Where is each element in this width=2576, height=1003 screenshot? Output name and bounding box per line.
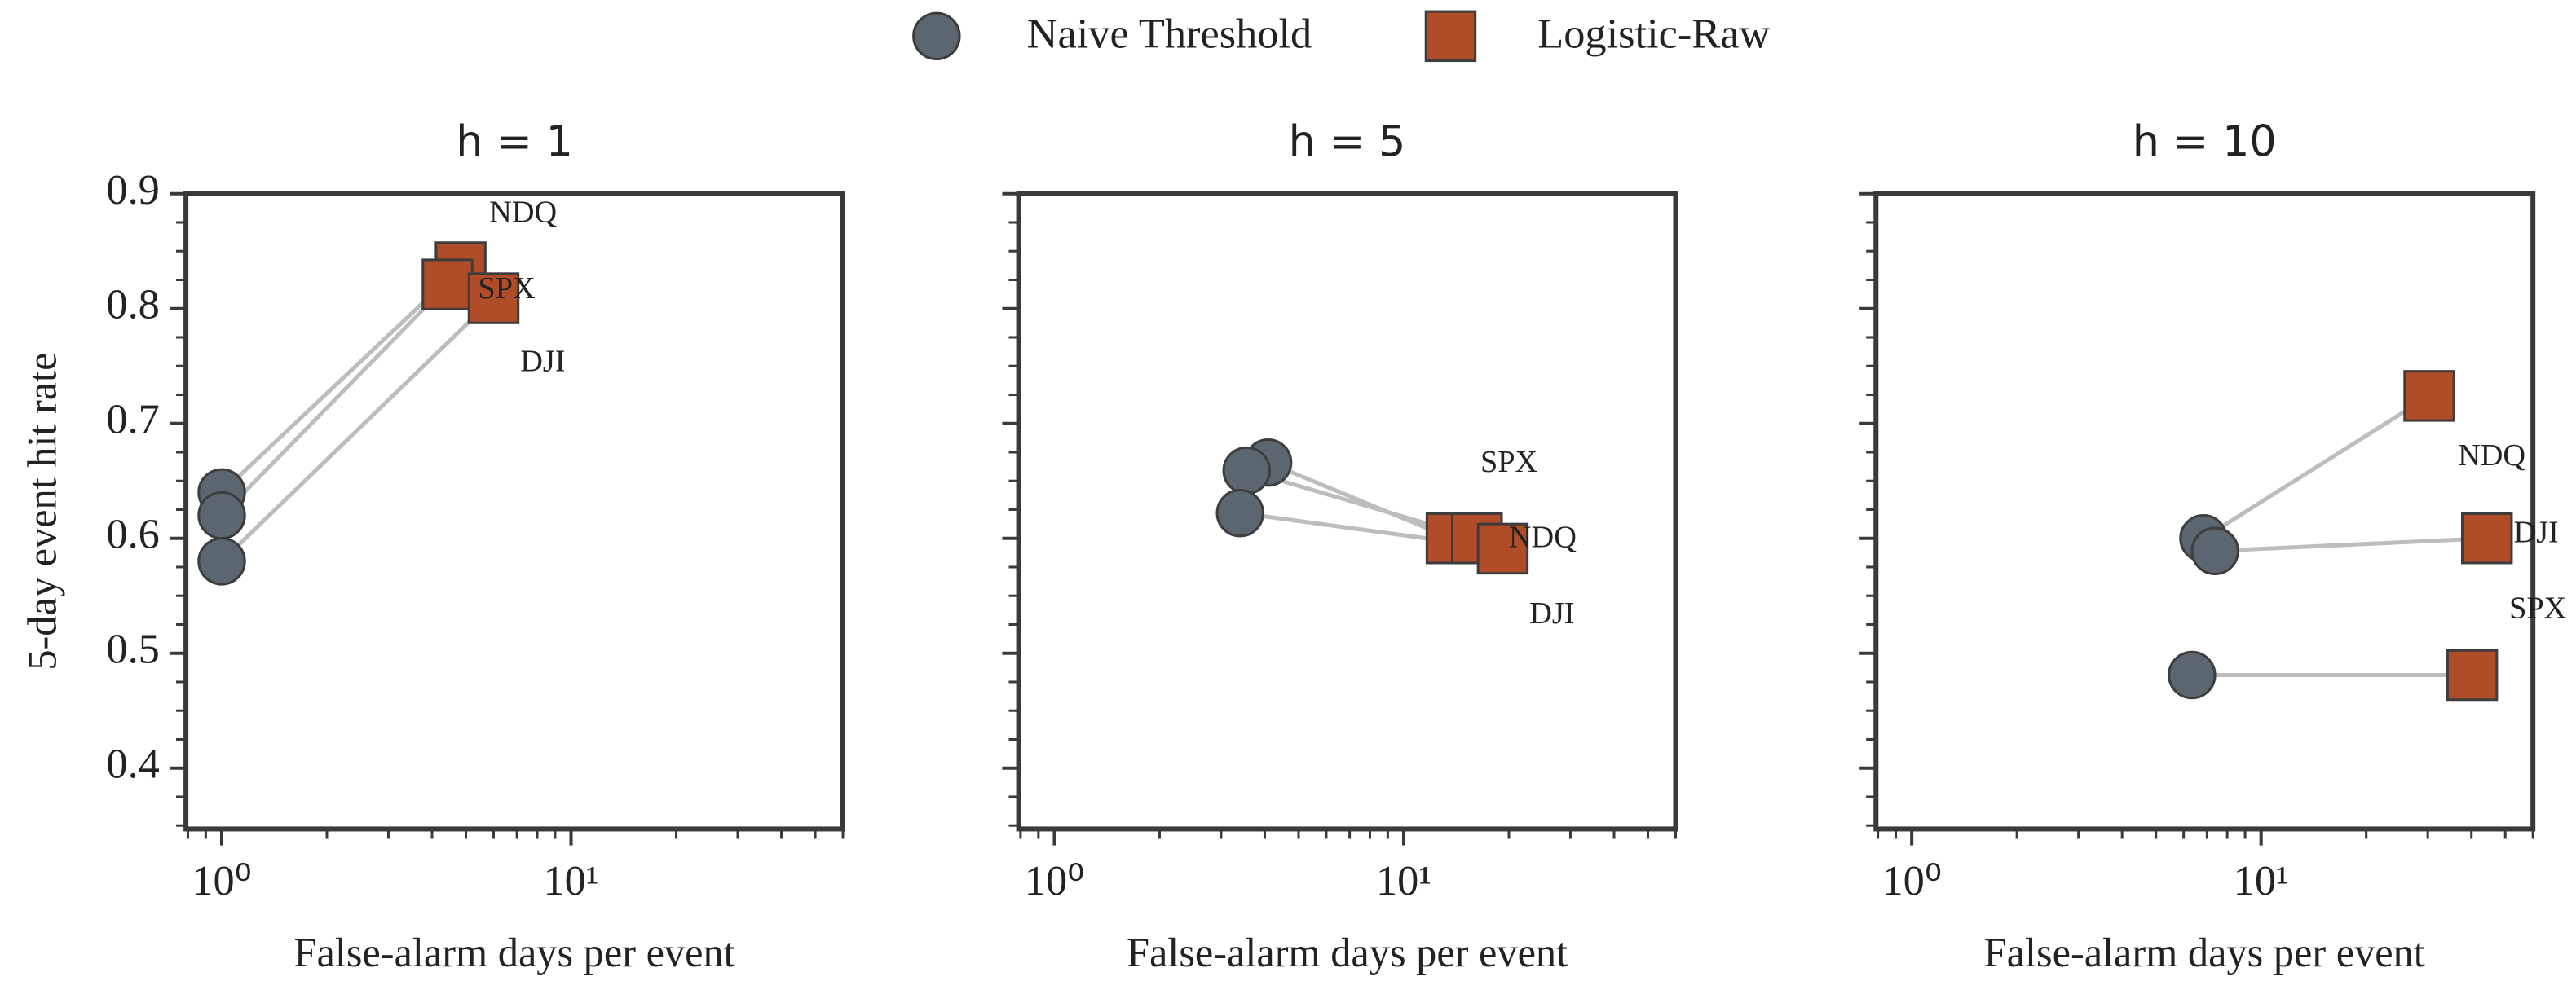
square-point [467, 272, 520, 324]
x-tick-label: 10⁰ [192, 857, 251, 904]
x-tick-label: 10¹ [543, 857, 598, 904]
plot-frame [1873, 191, 2536, 832]
point-label: DJI [520, 344, 565, 378]
point [197, 537, 246, 586]
plot-frame [183, 191, 846, 832]
y-tick-label: 0.8 [106, 281, 159, 328]
point [2190, 526, 2239, 575]
panel-title: h = 10 [2133, 117, 2277, 166]
point-label: DJI [2514, 515, 2559, 549]
point-label: SPX [2509, 592, 2566, 626]
x-tick-label: 10⁰ [1025, 857, 1084, 904]
connector [2202, 394, 2431, 540]
legend-label: Naive Threshold [1027, 10, 1312, 57]
square-point [2460, 512, 2513, 565]
connector [220, 283, 449, 517]
y-tick-label: 0.6 [106, 511, 159, 558]
legend-marker [1424, 10, 1477, 63]
panel-title: h = 5 [1289, 117, 1406, 166]
square-point [2446, 649, 2499, 702]
connector [220, 266, 462, 495]
plot-frame [1016, 191, 1678, 832]
point-label: SPX [1480, 445, 1537, 479]
point-label: NDQ [489, 195, 557, 229]
legend-label: Logistic-Raw [1537, 10, 1770, 57]
connector [220, 297, 496, 563]
connector [1267, 460, 1453, 541]
legend-marker [912, 11, 961, 61]
x-axis-label: False-alarm days per event [293, 930, 734, 975]
x-axis-label: False-alarm days per event [1984, 930, 2425, 975]
y-tick-label: 0.4 [106, 741, 159, 788]
point [1215, 488, 1264, 538]
connector [2215, 536, 2487, 553]
point-label: SPX [478, 271, 535, 306]
x-tick-label: 10⁰ [1881, 857, 1941, 904]
y-tick-label: 0.7 [106, 396, 159, 443]
y-tick-label: 0.5 [106, 626, 159, 673]
x-tick-label: 10¹ [1376, 857, 1431, 904]
point [197, 491, 246, 540]
x-tick-label: 10¹ [2234, 857, 2289, 904]
point [2168, 650, 2217, 700]
square-point [1476, 522, 1529, 575]
x-axis-label: False-alarm days per event [1127, 930, 1568, 975]
point [1222, 446, 1271, 495]
y-axis-label: 5-day event hit rate [19, 353, 64, 671]
point-label: NDQ [2458, 438, 2525, 473]
panel-title: h = 1 [456, 117, 573, 166]
y-tick-label: 0.9 [106, 166, 159, 213]
point-label: DJI [1529, 596, 1574, 631]
square-point [2403, 370, 2455, 422]
point-label: NDQ [1509, 521, 1577, 555]
square-point [421, 258, 474, 310]
